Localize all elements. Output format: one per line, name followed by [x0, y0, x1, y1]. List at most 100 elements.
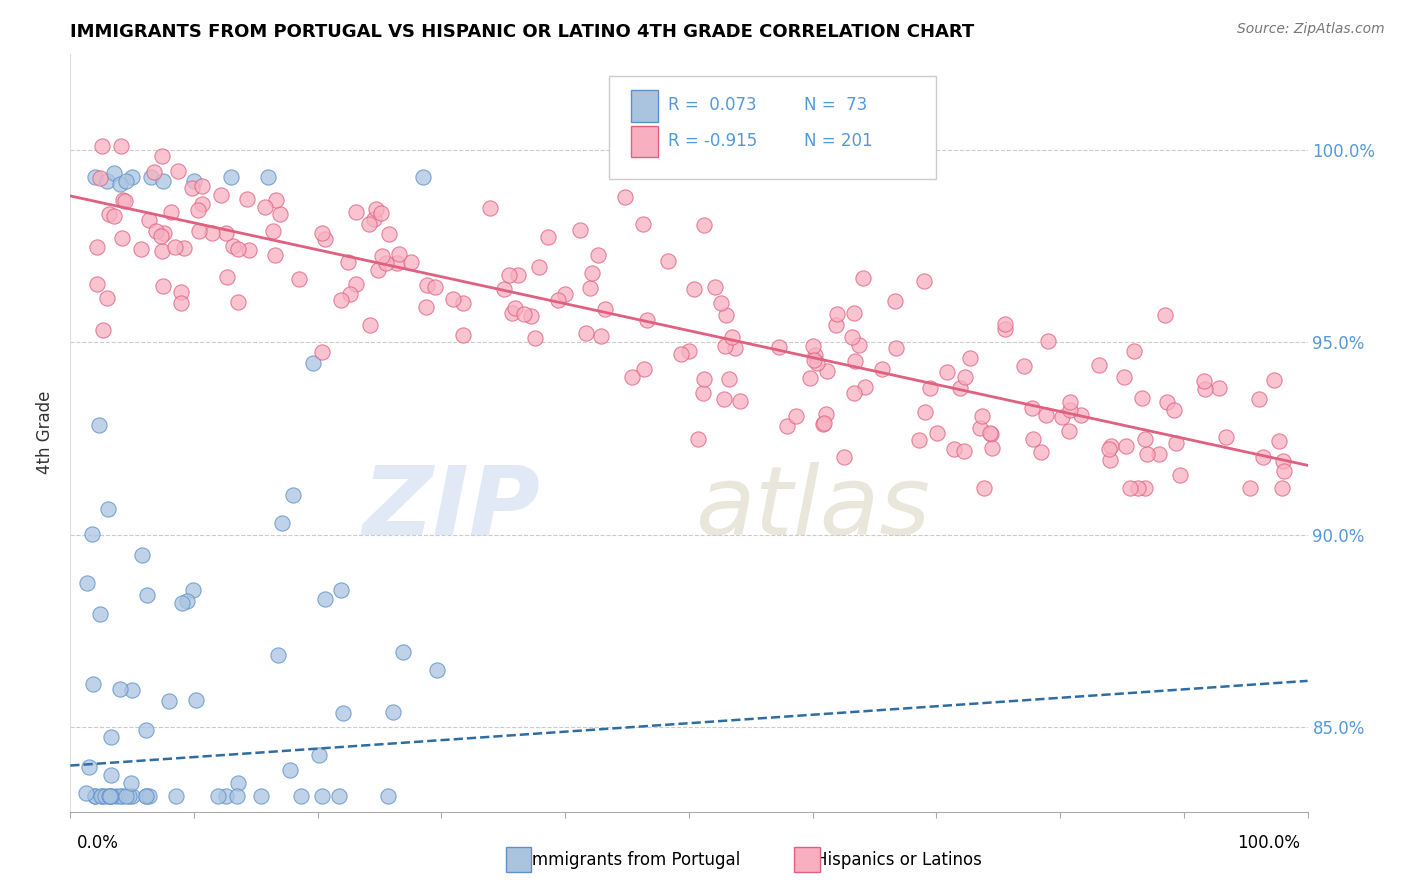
Point	[359, 217, 381, 231]
Point	[183, 173, 205, 187]
Point	[1147, 447, 1170, 461]
Point	[311, 789, 333, 804]
Point	[366, 202, 388, 216]
Point	[97, 206, 120, 220]
Point	[226, 295, 249, 310]
Point	[980, 426, 1002, 441]
Point	[633, 361, 655, 376]
Point	[114, 194, 136, 209]
FancyBboxPatch shape	[609, 77, 936, 178]
Point	[1208, 381, 1230, 395]
Point	[121, 169, 143, 184]
Point	[169, 296, 191, 310]
Point	[238, 243, 260, 257]
Point	[344, 277, 367, 291]
Point	[1251, 450, 1274, 465]
Point	[84, 789, 107, 804]
Point	[844, 353, 866, 368]
Point	[506, 268, 529, 282]
Text: N = 201: N = 201	[804, 132, 873, 150]
Point	[801, 338, 824, 352]
Point	[416, 277, 439, 292]
Point	[886, 341, 908, 355]
Point	[108, 789, 131, 804]
Point	[89, 418, 111, 433]
Point	[392, 645, 415, 659]
Point	[1271, 453, 1294, 467]
Point	[1128, 482, 1150, 496]
Point	[269, 207, 291, 221]
Point	[970, 409, 993, 423]
Point	[314, 592, 336, 607]
Point	[1133, 433, 1156, 447]
Point	[226, 776, 249, 790]
Text: Source: ZipAtlas.com: Source: ZipAtlas.com	[1237, 22, 1385, 37]
Point	[912, 274, 935, 288]
Point	[344, 205, 367, 219]
Point	[115, 789, 138, 804]
Point	[1057, 424, 1080, 438]
Point	[579, 280, 602, 294]
Point	[138, 212, 160, 227]
Point	[89, 607, 111, 622]
Point	[267, 648, 290, 662]
Point	[328, 789, 350, 804]
Point	[693, 372, 716, 386]
Point	[1215, 430, 1237, 444]
Point	[97, 502, 120, 516]
Point	[165, 239, 187, 253]
Point	[569, 223, 592, 237]
Point	[1035, 408, 1057, 422]
Point	[314, 232, 336, 246]
Point	[84, 169, 107, 184]
Text: 100.0%: 100.0%	[1237, 834, 1301, 852]
Point	[187, 202, 209, 217]
Point	[936, 365, 959, 379]
Point	[844, 386, 866, 401]
Point	[1164, 435, 1187, 450]
Point	[815, 364, 838, 378]
Point	[96, 173, 118, 187]
Point	[853, 380, 876, 394]
Point	[713, 339, 735, 353]
Point	[77, 760, 100, 774]
Point	[103, 166, 125, 180]
Point	[90, 789, 112, 804]
Point	[811, 417, 834, 431]
Point	[883, 293, 905, 308]
Point	[1192, 374, 1215, 388]
Point	[105, 789, 128, 804]
Point	[415, 300, 437, 314]
Point	[100, 730, 122, 744]
Point	[1130, 392, 1153, 406]
Point	[98, 789, 121, 804]
Point	[669, 346, 692, 360]
Point	[374, 256, 396, 270]
Point	[1153, 308, 1175, 322]
Point	[1098, 453, 1121, 467]
Point	[76, 576, 98, 591]
Point	[776, 419, 799, 434]
Point	[692, 386, 714, 401]
Point	[1119, 482, 1142, 496]
Point	[108, 178, 131, 192]
Point	[813, 416, 835, 430]
Point	[1097, 442, 1119, 456]
Point	[290, 789, 312, 804]
Point	[973, 482, 995, 496]
Point	[330, 293, 353, 307]
Point	[329, 583, 352, 598]
Point	[1271, 481, 1294, 495]
Point	[135, 789, 157, 804]
Point	[799, 371, 821, 385]
Point	[385, 256, 408, 270]
Point	[173, 241, 195, 255]
Point	[98, 789, 121, 804]
Point	[176, 594, 198, 608]
Point	[153, 226, 176, 240]
Point	[111, 231, 134, 245]
Point	[100, 789, 122, 804]
Point	[803, 353, 825, 368]
Point	[1012, 359, 1035, 373]
Point	[226, 242, 249, 256]
